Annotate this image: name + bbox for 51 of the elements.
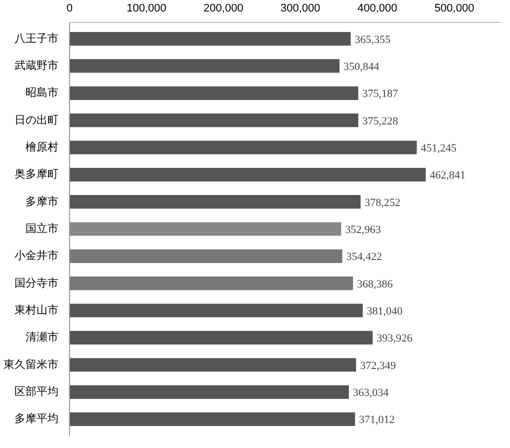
bar — [70, 249, 342, 263]
bar — [70, 59, 340, 73]
data-label: 451,245 — [420, 142, 458, 154]
y-tick-label: 国立市 — [26, 222, 58, 235]
data-label: 462,841 — [430, 170, 466, 182]
y-tick-label: 区部平均 — [14, 385, 58, 398]
data-label: 368,386 — [357, 278, 394, 290]
y-tick-label: 国分寺市 — [14, 276, 58, 290]
x-tick-label: 0 — [66, 2, 73, 14]
bar — [70, 304, 363, 318]
bar — [70, 32, 351, 46]
y-tick-label: 東村山市 — [14, 304, 58, 317]
bar — [70, 358, 356, 372]
y-tick-label: 東久留米市 — [4, 358, 58, 371]
data-label: 381,040 — [366, 306, 404, 318]
data-label: 365,355 — [354, 34, 391, 46]
y-tick-label: 昭島市 — [26, 86, 58, 100]
data-label: 354,422 — [346, 251, 382, 264]
y-tick-label: 日の出町 — [14, 113, 58, 126]
x-tick-label: 100,000 — [126, 2, 166, 14]
data-label: 375,187 — [362, 88, 399, 100]
y-tick-label: 清瀬市 — [26, 330, 58, 344]
bar — [70, 168, 426, 182]
y-tick-label: 小金井市 — [14, 249, 58, 262]
data-label: 350,844 — [344, 60, 380, 73]
bar — [70, 195, 361, 209]
data-label: 372,349 — [360, 360, 396, 372]
x-tick-label: 300,000 — [280, 2, 320, 14]
bar — [70, 276, 354, 290]
bar — [70, 412, 356, 426]
y-tick-label: 八王子市 — [14, 32, 58, 45]
y-tick-label: 多摩市 — [26, 194, 58, 208]
bar — [70, 330, 373, 344]
data-label: 371,012 — [359, 414, 395, 426]
x-tick-label: 500,000 — [434, 2, 474, 14]
bar — [70, 86, 358, 100]
bar — [70, 114, 358, 128]
bar — [70, 222, 342, 236]
data-label: 393,926 — [376, 332, 413, 345]
y-tick-label: 奥多摩町 — [14, 168, 58, 181]
x-tick-label: 400,000 — [357, 2, 398, 14]
x-tick-label: 200,000 — [204, 2, 244, 14]
data-label: 375,228 — [362, 115, 399, 128]
bar — [70, 140, 417, 154]
data-label: 363,034 — [352, 387, 390, 400]
data-label: 352,963 — [345, 224, 382, 236]
bar — [70, 385, 349, 399]
y-tick-label: 武蔵野市 — [14, 58, 58, 72]
data-label: 378,252 — [364, 196, 400, 209]
y-tick-label: 檜原村 — [26, 140, 58, 154]
y-tick-label: 多摩平均 — [14, 412, 58, 426]
